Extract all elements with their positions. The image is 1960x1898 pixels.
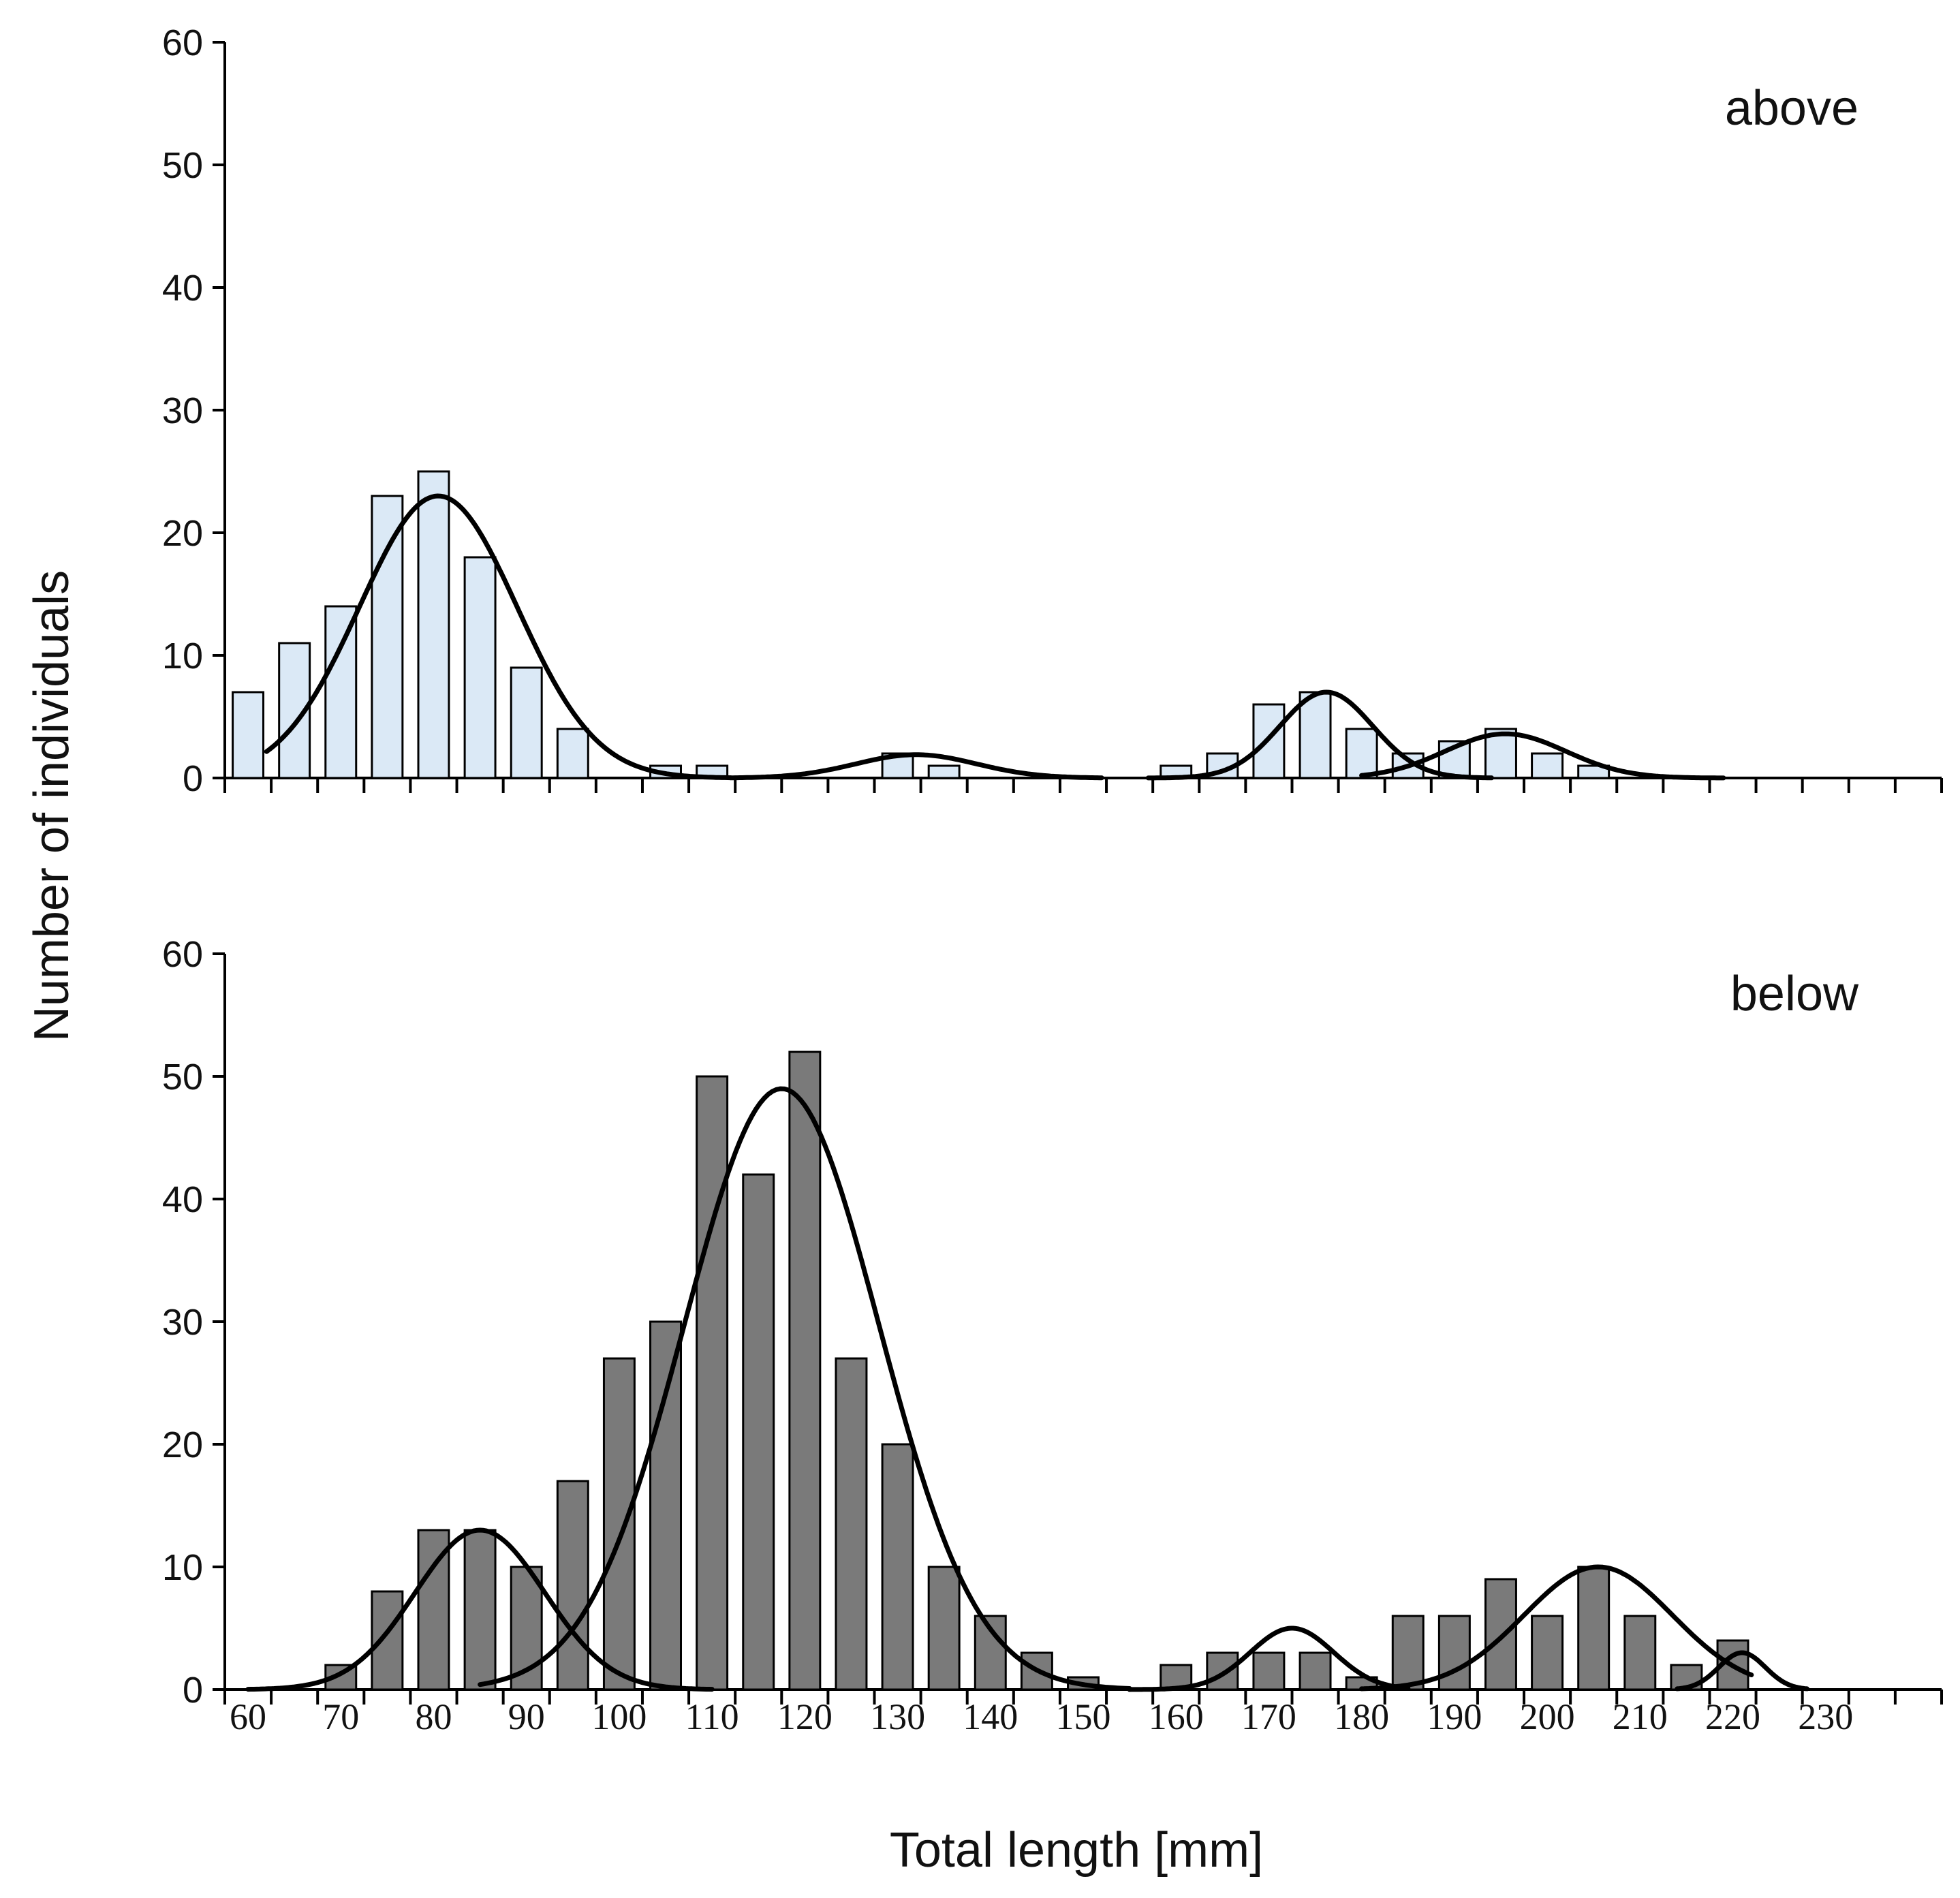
fitted-curve-below (1675, 1650, 1809, 1692)
bar-above (556, 728, 589, 779)
bar-below (835, 1357, 868, 1691)
bar-below (881, 1443, 914, 1691)
panel-label-below: below (1730, 967, 1859, 1021)
panel-below: below 0 10 20 30 40 50 60 (162, 934, 1943, 1711)
fitted-curve-below (1127, 1625, 1411, 1692)
y-tick-label: 0 (183, 1670, 203, 1711)
bar-above (927, 764, 961, 779)
bar-below (696, 1075, 729, 1691)
x-tick-label: 130 (870, 1696, 925, 1737)
bar-below (1391, 1615, 1425, 1691)
panel-label-above: above (1725, 81, 1858, 136)
x-tick-label: 120 (777, 1696, 833, 1737)
bar-above (1298, 691, 1332, 779)
y-axis-title: Number of individuals (25, 570, 79, 1042)
y-tick-label: 30 (162, 390, 203, 431)
x-axis-title: Total length [mm] (890, 1823, 1263, 1878)
x-tick-label: 100 (591, 1696, 647, 1737)
x-tick-label: 180 (1334, 1696, 1389, 1737)
y-tick-label: 50 (162, 1057, 203, 1098)
bar-below (788, 1051, 822, 1691)
y-tick-label: 20 (162, 1425, 203, 1465)
fitted-curve-below (1359, 1564, 1754, 1692)
bar-above (1577, 764, 1611, 779)
y-tick-label: 60 (162, 22, 203, 63)
y-tick-label: 60 (162, 934, 203, 975)
bar-above (417, 470, 450, 779)
bar-below (1252, 1651, 1286, 1691)
x-tick-label: 230 (1798, 1696, 1853, 1737)
x-tick-label: 160 (1149, 1696, 1204, 1737)
y-tick-label: 30 (162, 1302, 203, 1343)
x-tick-label: 190 (1427, 1696, 1482, 1737)
fitted-curve-above (264, 493, 733, 781)
bar-above (463, 556, 497, 779)
x-tick-label: 210 (1613, 1696, 1668, 1737)
bar-below (324, 1664, 358, 1691)
bar-above (232, 691, 265, 779)
bar-above (1531, 752, 1564, 779)
y-tick-label: 10 (162, 1547, 203, 1588)
bar-below (927, 1566, 961, 1691)
x-tick-label: 170 (1241, 1696, 1296, 1737)
x-tick-label: 140 (963, 1696, 1018, 1737)
bar-below (1531, 1615, 1564, 1691)
bar-below (463, 1529, 497, 1691)
bar-below (602, 1357, 636, 1691)
fitted-curve-below (478, 1086, 1132, 1691)
x-tick-label: 70 (322, 1696, 359, 1737)
bar-below (1437, 1615, 1471, 1691)
bar-above (324, 605, 358, 779)
x-tick-label: 110 (685, 1696, 739, 1737)
y-tick-label: 40 (162, 1179, 203, 1220)
y-tick-label: 20 (162, 513, 203, 554)
x-tick-label: 80 (415, 1696, 452, 1737)
bar-below (742, 1173, 775, 1691)
bar-above (371, 495, 404, 779)
fitted-curve-above (728, 752, 1104, 781)
bar-above (1252, 703, 1286, 779)
bar-below (1577, 1566, 1611, 1691)
fitted-curve-above (1359, 731, 1726, 781)
panel-above: above 0 10 20 30 40 50 60 (162, 22, 1943, 799)
x-tick-label: 60 (230, 1696, 266, 1737)
fitted-curve-above (1145, 689, 1494, 781)
x-tick-label: 150 (1056, 1696, 1111, 1737)
bar-above (510, 666, 543, 779)
x-tick-label: 200 (1520, 1696, 1575, 1737)
bar-below (556, 1480, 589, 1691)
bar-below (1298, 1651, 1332, 1691)
x-tick-label: 90 (508, 1696, 545, 1737)
bar-below (371, 1590, 404, 1691)
bar-below (649, 1320, 683, 1691)
y-tick-label: 0 (183, 758, 203, 799)
y-tick-label: 10 (162, 636, 203, 676)
x-tick-label: 220 (1705, 1696, 1760, 1737)
bar-below (1623, 1615, 1657, 1691)
bar-above (1345, 728, 1378, 779)
bar-below (1206, 1651, 1239, 1691)
y-tick-label: 50 (162, 145, 203, 186)
y-tick-label: 40 (162, 268, 203, 309)
bar-below (1484, 1578, 1517, 1691)
fitted-curve-below (245, 1527, 715, 1692)
